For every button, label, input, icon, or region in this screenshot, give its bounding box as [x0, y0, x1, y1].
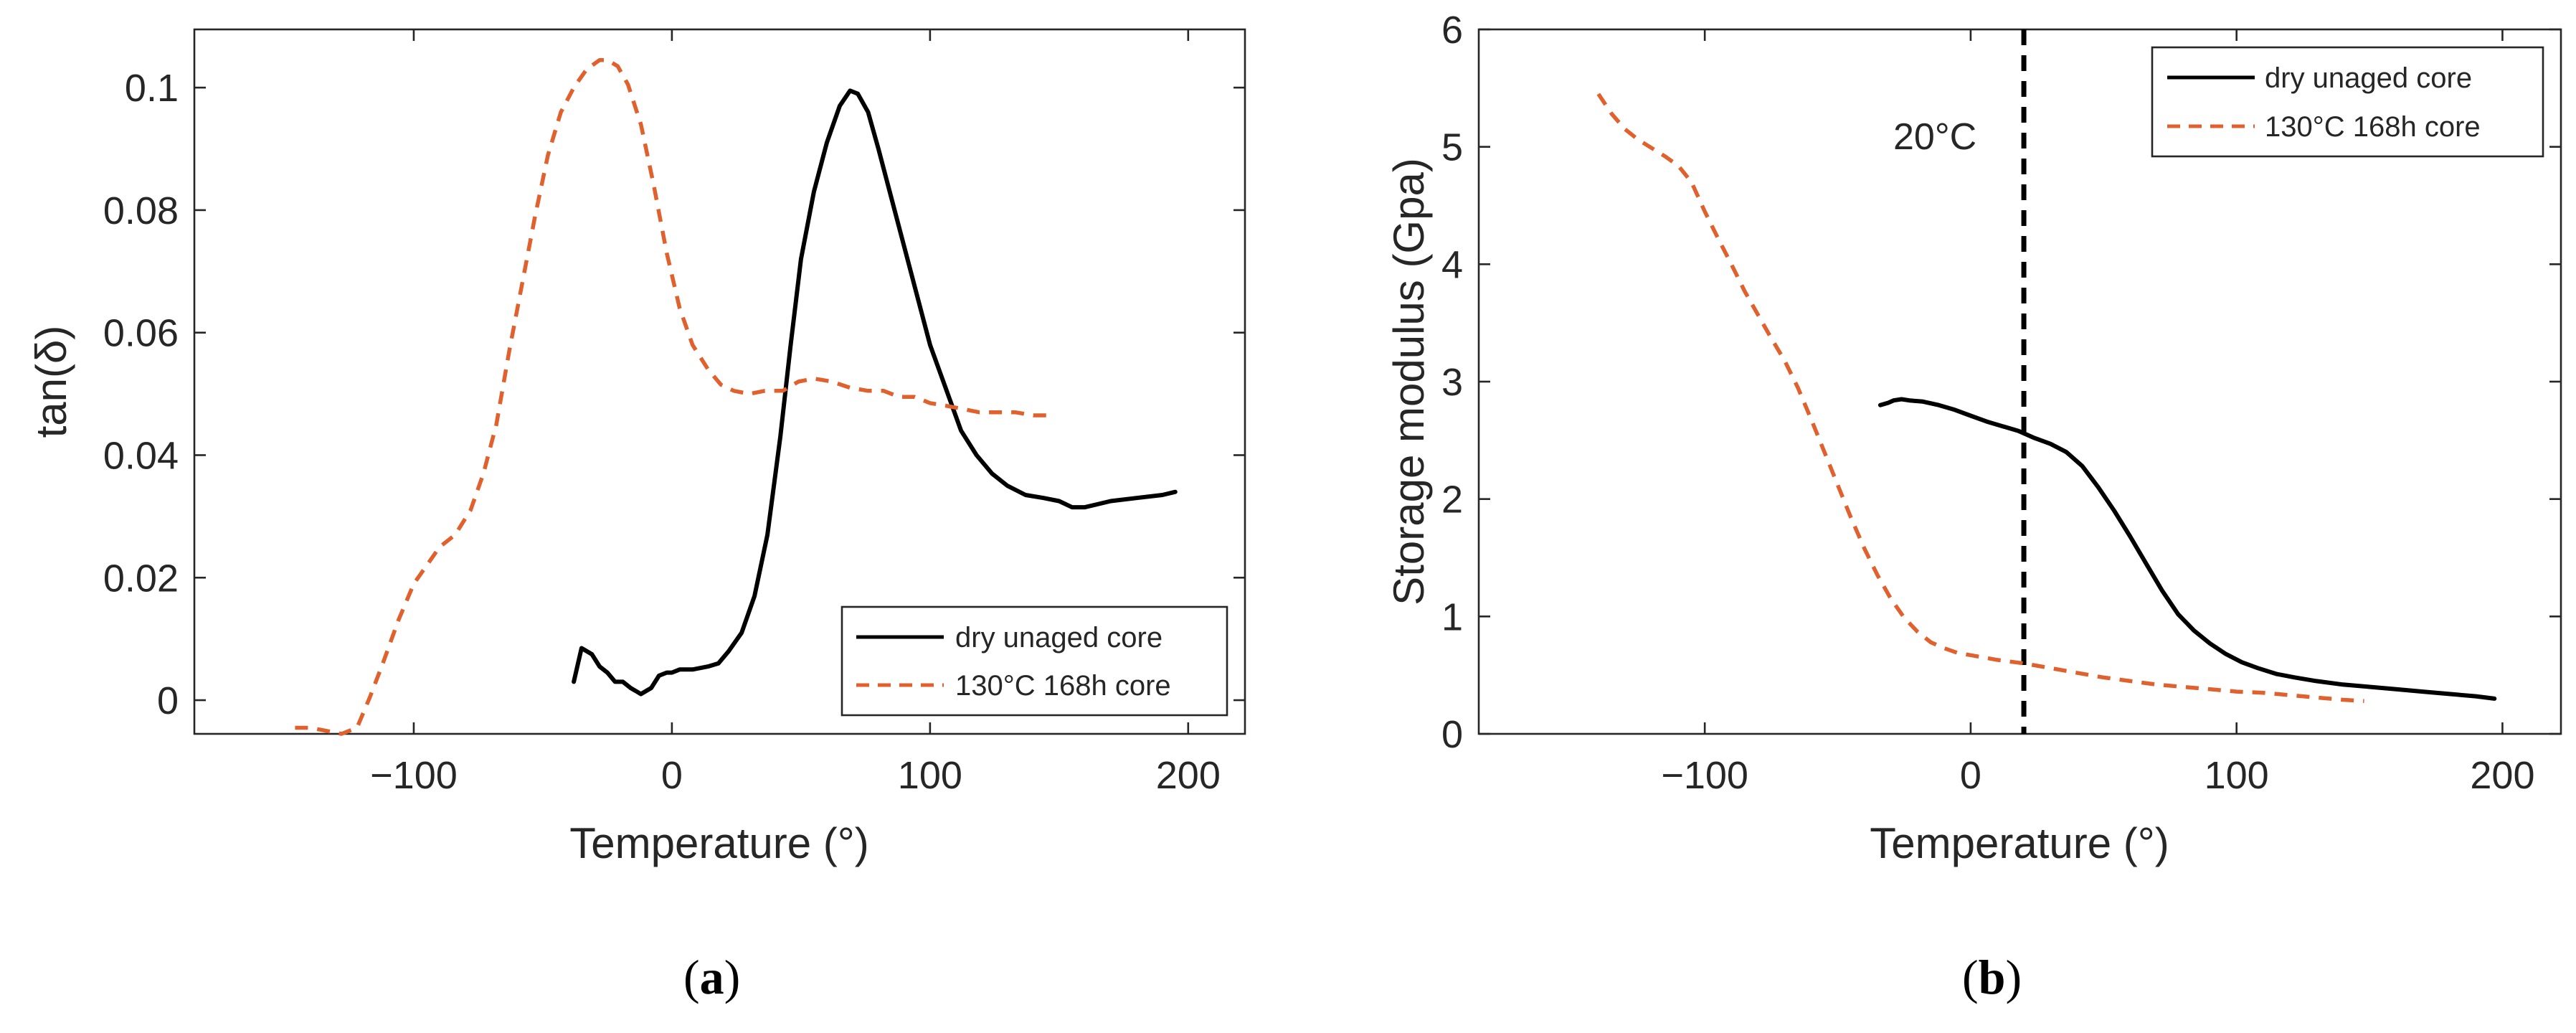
- x-tick-label: 200: [2470, 754, 2534, 797]
- y-tick-label: 0: [1441, 713, 1463, 756]
- series-b: [1596, 29, 2497, 734]
- legend-label-dry-unaged-core: dry unaged core: [955, 622, 1162, 654]
- reference-line-label: 20°C: [1893, 116, 1976, 158]
- y-tick-label: 0.08: [103, 189, 179, 232]
- panel-b: −100 0 100 200 0 1 2 3 4 5 6 Temperature (°) Stora…: [1385, 9, 2562, 1004]
- y-axis-label-b: Storage modulus (Gpa): [1385, 158, 1433, 605]
- y-tick-label: 6: [1441, 9, 1463, 52]
- series-line-dry-unaged-core: [1877, 397, 2497, 701]
- x-tick-label: −100: [1661, 754, 1748, 797]
- x-axis-label-a: Temperature (°): [569, 819, 868, 867]
- legend-box-b: [2151, 46, 2544, 158]
- plot-frame-a: [193, 28, 1246, 735]
- panel-label-b: (b): [1962, 950, 2022, 1004]
- legend-label-130c-168h-core: 130°C 168h core: [955, 670, 1171, 702]
- legend-a: dry unaged core 130°C 168h core: [840, 605, 1228, 717]
- legend-box-a: [840, 605, 1228, 717]
- legend-label-130c-168h-core: 130°C 168h core: [2265, 111, 2481, 143]
- y-tick-label: 5: [1441, 126, 1463, 169]
- x-tick-label: 0: [661, 754, 683, 797]
- y-tick-label: 4: [1441, 243, 1463, 286]
- series-line-130c-168h-core: [295, 57, 1046, 736]
- panel-a: −100 0 100 200 0 0.02 0.04 0.06 0.08 0.1 Temperat…: [27, 28, 1246, 1004]
- panel-label-a: (a): [683, 950, 740, 1004]
- x-tick-label: 100: [898, 754, 962, 797]
- y-tick-label: 2: [1441, 478, 1463, 522]
- x-axis-label-b: Temperature (°): [1870, 819, 2169, 867]
- legend-b: dry unaged core 130°C 168h core: [2151, 46, 2544, 158]
- legend-label-dry-unaged-core: dry unaged core: [2265, 62, 2472, 94]
- y-tick-label: 3: [1441, 361, 1463, 404]
- x-tick-label: 0: [1960, 754, 1981, 797]
- y-tick-label: 0.02: [103, 557, 179, 600]
- series-line-dry-unaged-core: [572, 88, 1178, 697]
- y-tick-label: 0.04: [103, 434, 179, 477]
- x-tick-label: 200: [1156, 754, 1221, 797]
- ticks-a: −100 0 100 200 0 0.02 0.04 0.06 0.08 0.1: [103, 29, 1245, 797]
- y-tick-label: 1: [1441, 595, 1463, 638]
- x-tick-label: −100: [370, 754, 458, 797]
- ticks-b: −100 0 100 200 0 1 2 3 4 5 6: [1441, 9, 2561, 797]
- y-tick-label: 0.1: [125, 67, 179, 110]
- x-tick-label: 100: [2205, 754, 2269, 797]
- series-a: [295, 57, 1178, 736]
- y-tick-label: 0: [157, 679, 179, 722]
- y-axis-label-a: tan(δ): [27, 326, 75, 438]
- series-line-130c-168h-core: [1596, 93, 2364, 703]
- y-tick-label: 0.06: [103, 312, 179, 355]
- panel-letter-b: b: [1979, 950, 2006, 1004]
- panel-letter-a: a: [700, 950, 724, 1004]
